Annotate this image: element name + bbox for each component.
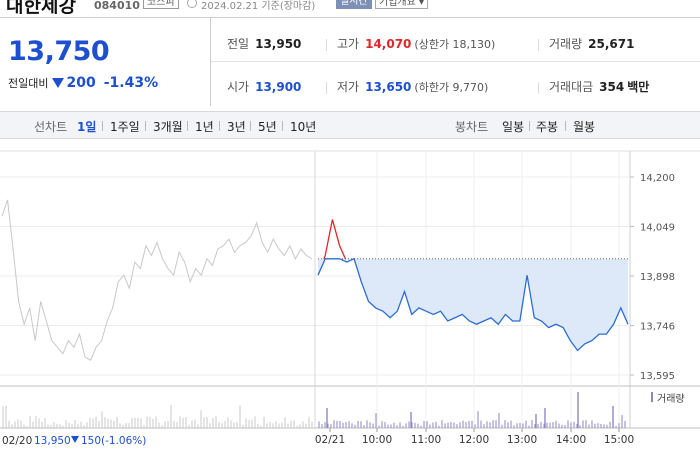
stat-label: 시가 xyxy=(227,80,250,94)
toolbar-divider xyxy=(187,121,188,131)
stat-high: 고가 14,070 (상한가 18,130) xyxy=(337,34,495,54)
price-panel: 13,750 전일대비 200 -1.43% xyxy=(0,18,210,106)
column-divider xyxy=(326,39,327,51)
change-label: 전일대비 xyxy=(8,77,49,90)
stock-header: 대한제강 084010 코스피 2024.02.21 기준(장마감) 실시간 기… xyxy=(0,0,700,14)
period-1y[interactable]: 1년 xyxy=(195,120,214,134)
toolbar-divider xyxy=(102,121,103,131)
period-10y[interactable]: 10년 xyxy=(290,120,317,134)
prev-day-date: 02/20 xyxy=(2,435,32,447)
stat-value: 13,650 xyxy=(365,80,412,94)
line-chart-tab[interactable]: 선차트 xyxy=(34,120,68,134)
stat-label: 전일 xyxy=(227,37,250,51)
toolbar-divider xyxy=(565,121,566,131)
y-tick-label: 14,049 xyxy=(640,223,675,234)
volume-legend-swatch xyxy=(651,392,653,402)
stat-value: 354 xyxy=(599,80,625,94)
clock-icon xyxy=(187,0,197,8)
prev-day-down-icon xyxy=(71,436,79,443)
stock-name: 대한제강 xyxy=(6,0,76,14)
below-ref-fill xyxy=(318,258,628,351)
lower-limit: (하한가 9,770) xyxy=(414,81,489,94)
header-divider xyxy=(0,17,700,18)
as-of-date: 2024.02.21 기준(장마감) xyxy=(201,1,316,12)
stat-label: 거래대금 xyxy=(549,80,594,94)
candle-monthly[interactable]: 월봉 xyxy=(573,120,596,134)
toolbar-divider xyxy=(529,121,530,131)
down-triangle-icon xyxy=(52,78,65,88)
y-tick-label: 13,746 xyxy=(640,322,675,333)
period-3y[interactable]: 3년 xyxy=(227,120,246,134)
x-tick-label: 14:00 xyxy=(556,434,586,446)
period-1w[interactable]: 1주일 xyxy=(110,120,140,134)
stat-value: 13,900 xyxy=(255,80,302,94)
prev-day-close: 13,950 xyxy=(34,435,71,447)
column-divider xyxy=(326,82,327,94)
upper-limit: (상한가 18,130) xyxy=(414,38,496,51)
period-3m[interactable]: 3개월 xyxy=(153,120,183,134)
stat-low: 저가 13,650 (하한가 9,770) xyxy=(337,77,488,97)
volume-legend-label: 거래량 xyxy=(657,393,685,405)
change-percent: -1.43% xyxy=(103,75,159,91)
stat-value: 13,950 xyxy=(255,37,302,51)
price-chart-svg: 14,200 14,049 13,898 13,746 13,595 02/21 10:00… xyxy=(0,150,700,447)
stat-label: 고가 xyxy=(337,37,360,51)
prev-day-line xyxy=(1,199,313,361)
y-tick-label: 13,898 xyxy=(640,272,675,283)
stat-open: 시가 13,900 xyxy=(227,77,301,97)
x-tick-label: 11:00 xyxy=(411,434,441,446)
change-amount: 200 xyxy=(66,75,96,91)
stat-label: 저가 xyxy=(337,80,360,94)
period-1d[interactable]: 1일 xyxy=(77,120,97,134)
period-5y[interactable]: 5년 xyxy=(258,120,277,134)
stat-value: 25,671 xyxy=(588,37,635,51)
stats-panel: 전일 13,950 고가 14,070 (상한가 18,130) 거래량 25,671 … xyxy=(211,18,700,106)
chart-toolbar: 선차트 1일 1주일 3개월 1년 3년 5년 10년 봉차트 일봉 주봉 월봉 xyxy=(0,111,700,139)
stat-prev-close: 전일 13,950 xyxy=(227,34,301,54)
prev-day-change: 150 xyxy=(81,435,101,447)
prev-day-change-percent: (-1.06%) xyxy=(101,435,146,447)
candle-weekly[interactable]: 주봉 xyxy=(536,120,559,134)
x-tick-label: 15:00 xyxy=(604,434,634,446)
x-tick-label: 10:00 xyxy=(362,434,392,446)
trade-value-unit: 백만 xyxy=(627,80,650,94)
price-change: 전일대비 200 -1.43% xyxy=(8,75,158,91)
stat-value: 14,070 xyxy=(365,37,412,51)
y-tick-label: 13,595 xyxy=(640,371,675,382)
stock-code: 084010 xyxy=(94,0,140,12)
candle-chart-tab[interactable]: 봉차트 xyxy=(455,120,489,134)
stat-trade-value: 거래대금 354 백만 xyxy=(549,77,649,97)
realtime-button[interactable]: 실시간 xyxy=(336,0,372,9)
column-divider xyxy=(538,39,539,51)
x-tick-label: 12:00 xyxy=(459,434,489,446)
toolbar-divider xyxy=(219,121,220,131)
y-tick-label: 14,200 xyxy=(640,173,675,184)
toolbar-divider xyxy=(282,121,283,131)
stat-label: 거래량 xyxy=(549,37,583,51)
current-price: 13,750 xyxy=(8,36,110,67)
price-chart[interactable]: 14,200 14,049 13,898 13,746 13,595 02/21 10:00… xyxy=(0,140,700,450)
market-badge: 코스피 xyxy=(143,0,179,9)
stats-row-divider xyxy=(211,61,700,62)
panel-divider xyxy=(210,18,211,106)
toolbar-divider xyxy=(250,121,251,131)
candle-daily[interactable]: 일봉 xyxy=(502,120,525,134)
company-info-button[interactable]: 기업개요 ▾ xyxy=(375,0,428,9)
column-divider xyxy=(538,82,539,94)
toolbar-divider xyxy=(145,121,146,131)
x-tick-label: 13:00 xyxy=(507,434,537,446)
today-line xyxy=(317,257,629,352)
x-tick-label: 02/21 xyxy=(315,434,345,446)
stat-volume: 거래량 25,671 xyxy=(549,34,634,54)
